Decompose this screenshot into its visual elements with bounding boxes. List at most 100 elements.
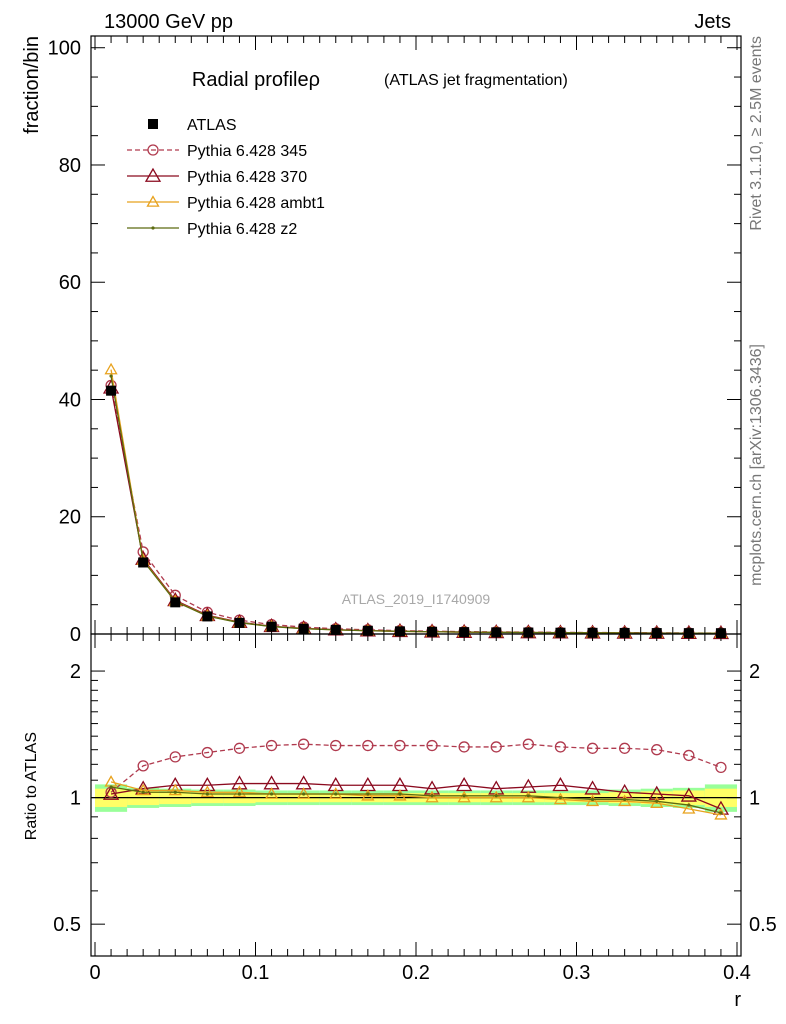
x-tick-label: 0.1 [242, 962, 270, 984]
y-tick-label: 0 [70, 624, 81, 646]
data-point [687, 803, 691, 807]
x-tick-label: 0.2 [402, 962, 430, 984]
data-point [362, 739, 374, 752]
data-point [462, 794, 466, 798]
data-point [456, 776, 473, 792]
data-point [393, 788, 407, 801]
chart-subtitle: (ATLAS jet fragmentation) [384, 72, 568, 89]
legend-label: Pythia 6.428 345 [187, 143, 307, 160]
series-line [110, 782, 722, 810]
data-point [680, 787, 697, 802]
legend-marker [144, 167, 162, 182]
data-point [394, 739, 406, 752]
data-point [327, 776, 344, 792]
data-point [584, 780, 601, 795]
data-point [102, 785, 120, 800]
y-tick-label: 0.5 [53, 914, 81, 936]
data-point [553, 792, 568, 805]
data-point [141, 790, 145, 794]
legend-label: Pythia 6.428 ambt1 [187, 195, 325, 212]
data-point [488, 780, 505, 795]
data-point [616, 783, 633, 799]
data-point [359, 776, 376, 792]
data-point [719, 811, 723, 815]
data-point [269, 792, 274, 796]
y-axis-label-ratio: Ratio to ATLAS [23, 732, 40, 840]
data-point [266, 621, 277, 632]
header-right: Jets [694, 11, 731, 33]
y-tick-label: 20 [59, 507, 81, 529]
mcplots-reference-label: mcplots.cern.ch [arXiv:1306.3436] [748, 344, 765, 586]
data-point [458, 741, 470, 753]
data-point [398, 792, 402, 796]
data-point [489, 790, 503, 803]
data-point [232, 785, 247, 797]
data-point [361, 788, 375, 801]
data-point [302, 792, 306, 796]
data-point [170, 597, 181, 608]
y-tick-label: 100 [48, 38, 81, 60]
legend-marker [147, 144, 159, 156]
x-tick-label: 0.4 [723, 962, 751, 984]
data-point [234, 617, 245, 628]
data-point [138, 557, 149, 568]
data-point [205, 792, 209, 796]
data-point [648, 785, 665, 800]
data-point [200, 785, 214, 797]
data-point [329, 787, 343, 799]
data-point [136, 783, 150, 796]
data-point [714, 808, 728, 820]
rivet-version-label: Rivet 3.1.10, ≥ 2.5M events [748, 36, 765, 231]
data-point [586, 742, 599, 754]
data-point [237, 792, 242, 796]
data-point [494, 794, 498, 798]
data-point [295, 775, 312, 790]
data-point [618, 742, 631, 754]
data-point [264, 787, 279, 799]
data-point [490, 741, 502, 753]
data-point [682, 802, 696, 814]
ratio-panel-frame [90, 633, 742, 957]
legend-marker [151, 226, 155, 230]
data-point [168, 783, 182, 796]
y-tick-label: 2 [70, 661, 81, 683]
data-point [334, 792, 338, 796]
data-point [109, 374, 113, 378]
data-point [106, 385, 117, 396]
data-point [231, 775, 248, 790]
data-point [202, 611, 213, 622]
legend-label: Pythia 6.428 z2 [187, 221, 297, 238]
data-point [199, 776, 216, 792]
data-point [585, 794, 600, 807]
analysis-watermark: ATLAS_2019_I1740909 [342, 591, 491, 607]
data-point [426, 739, 438, 752]
y-tick-label-right: 2 [749, 661, 760, 683]
data-point [173, 790, 177, 794]
data-point [330, 739, 342, 752]
data-point [650, 796, 664, 808]
ratio-panel: 0.5 0.5 1 1 2 2 0 0.1 0.2 0.3 0.4 [53, 633, 777, 984]
data-point [526, 794, 530, 798]
data-point [104, 362, 118, 375]
chart-title: Radial profileρ [192, 69, 320, 91]
x-tick-label: 0.3 [563, 962, 591, 984]
y-tick-label-right: 0.5 [749, 914, 777, 936]
data-point [521, 790, 535, 803]
y-axis-label-main: fraction/bin [21, 36, 43, 134]
data-point [265, 739, 278, 752]
legend-marker [148, 119, 158, 129]
series-line [110, 786, 722, 814]
data-point [366, 792, 370, 796]
data-point [298, 738, 310, 750]
data-point [457, 790, 471, 803]
data-point [423, 780, 441, 795]
legend-marker [146, 195, 160, 207]
series-line [110, 781, 722, 816]
data-point [522, 738, 534, 750]
header-left: 13000 GeV pp [104, 11, 233, 33]
data-point [233, 742, 246, 754]
data-point [263, 775, 280, 790]
legend-label: Pythia 6.428 370 [187, 169, 307, 186]
data-point [651, 744, 663, 756]
